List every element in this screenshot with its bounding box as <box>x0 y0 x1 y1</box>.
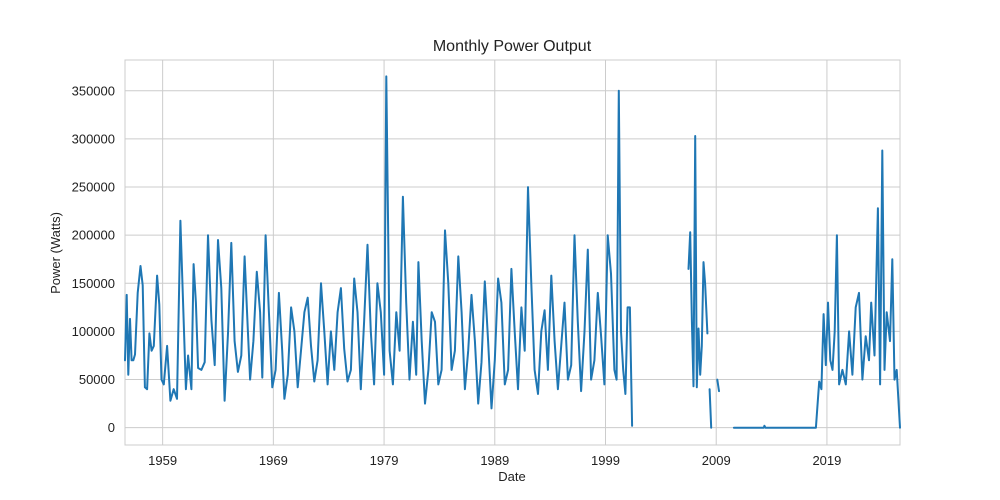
y-tick-label: 0 <box>108 420 115 435</box>
x-axis-label: Date <box>498 469 525 484</box>
x-tick-label: 1959 <box>148 453 177 468</box>
power-series <box>124 75 901 429</box>
x-tick-labels: 1959 1969 1979 1989 1999 2009 2019 <box>148 453 841 468</box>
x-tick-label: 2009 <box>702 453 731 468</box>
x-tick-label: 2019 <box>812 453 841 468</box>
x-tick-label: 1989 <box>480 453 509 468</box>
x-tick-label: 1999 <box>591 453 620 468</box>
chart-title: Monthly Power Output <box>433 38 592 55</box>
series-line-segment <box>732 149 901 429</box>
series-line-segment <box>716 378 720 393</box>
y-tick-labels: 0 50000 100000 150000 200000 250000 300000 3500… <box>72 83 115 435</box>
series-line-segment <box>708 388 713 429</box>
x-tick-label: 1979 <box>370 453 399 468</box>
y-tick-label: 50000 <box>79 372 115 387</box>
y-tick-label: 350000 <box>72 83 115 98</box>
series-line-segment <box>687 135 709 389</box>
series-line-segment <box>124 75 634 427</box>
y-tick-label: 100000 <box>72 324 115 339</box>
y-tick-label: 250000 <box>72 180 115 195</box>
y-axis-label: Power (Watts) <box>48 212 63 294</box>
x-tick-label: 1969 <box>259 453 288 468</box>
y-tick-label: 300000 <box>72 131 115 146</box>
y-gridlines <box>125 90 900 429</box>
y-tick-label: 200000 <box>72 228 115 243</box>
plot-area <box>124 59 901 446</box>
y-tick-label: 150000 <box>72 276 115 291</box>
